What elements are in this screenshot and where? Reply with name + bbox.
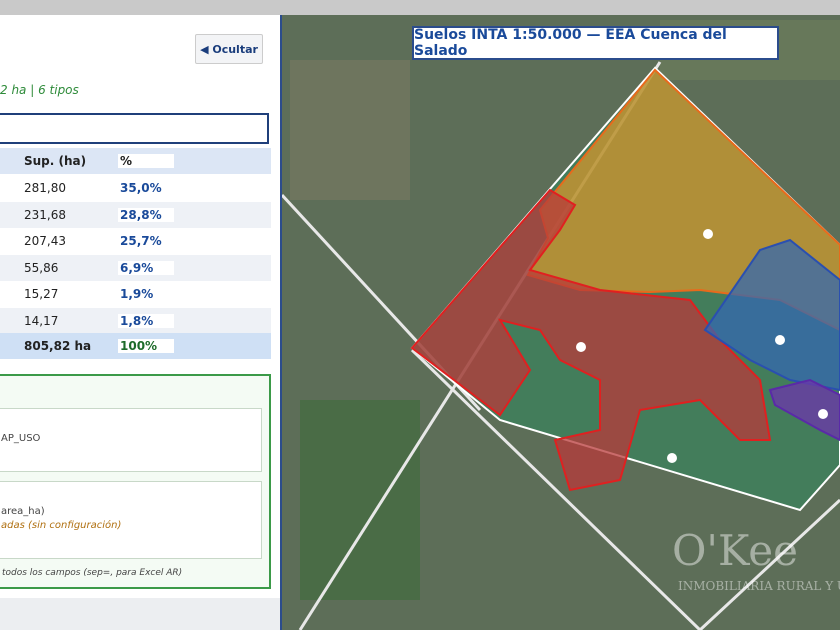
soil-zone[interactable] xyxy=(703,238,840,392)
area-label: area_ha) xyxy=(1,506,45,517)
hide-button[interactable]: ◀ Ocultar xyxy=(195,34,263,64)
table-header: Sup. (ha) % xyxy=(0,148,271,174)
top-strip xyxy=(0,0,840,15)
warning: adas (sin configuración) xyxy=(1,520,122,531)
note: todos los campos (sep=, para Excel AR) xyxy=(2,568,183,578)
map-title: Suelos INTA 1:50.000 — EEA Cuenca del Sa… xyxy=(412,26,779,60)
total-cell: 805,82 ha xyxy=(24,339,92,353)
centroid[interactable] xyxy=(576,342,586,352)
config-box: AP_USO area_ha) adas (sin configuración)… xyxy=(0,374,271,589)
centroid[interactable] xyxy=(818,409,828,419)
table-cell: 1,8% xyxy=(118,313,174,328)
panel-footer xyxy=(0,598,280,630)
table-cell: 55,86 xyxy=(24,260,59,275)
summary: 2 ha | 6 tipos xyxy=(0,83,79,97)
table-cell: 281,80 xyxy=(24,181,66,195)
total-cell: 100% xyxy=(118,339,174,353)
table-row: 14,17 1,8% xyxy=(0,307,271,334)
road xyxy=(410,348,702,630)
table-row: 231,68 28,8% xyxy=(0,201,271,228)
table-row: 207,43 25,7% xyxy=(0,228,271,254)
table-cell: 207,43 xyxy=(24,234,66,248)
field xyxy=(300,400,420,600)
centroid[interactable] xyxy=(703,229,713,239)
centroid[interactable] xyxy=(667,453,677,463)
header-cell: % xyxy=(118,154,174,168)
field xyxy=(290,60,410,200)
field-label: AP_USO xyxy=(1,433,41,444)
table-cell: 25,7% xyxy=(118,234,174,248)
table-cell: 6,9% xyxy=(118,260,174,275)
table-cell: 14,17 xyxy=(24,313,59,328)
config-field: area_ha) adas (sin configuración) xyxy=(0,481,262,559)
table-cell: 28,8% xyxy=(118,207,174,222)
table-cell: 231,68 xyxy=(24,207,66,222)
centroid[interactable] xyxy=(775,335,785,345)
side-panel: ◀ Ocultar 2 ha | 6 tipos Sup. (ha) % 281… xyxy=(0,15,282,630)
watermark-sub: INMOBILIARIA RURAL Y U xyxy=(678,579,840,593)
table-row: 15,27 1,9% xyxy=(0,281,271,307)
watermark: O'Kee xyxy=(672,526,798,575)
total-row: 805,82 ha 100% xyxy=(0,333,271,359)
table-row: 281,80 35,0% xyxy=(0,175,271,201)
header-cell: Sup. (ha) xyxy=(24,154,87,168)
table-cell: 35,0% xyxy=(118,181,174,195)
table-cell: 15,27 xyxy=(24,287,59,301)
config-field: AP_USO xyxy=(0,408,262,472)
road xyxy=(698,498,840,630)
table-cell: 1,9% xyxy=(118,287,174,301)
soil-zone[interactable] xyxy=(410,188,772,492)
table-row: 55,86 6,9% xyxy=(0,254,271,281)
map[interactable]: O'Kee INMOBILIARIA RURAL Y U xyxy=(282,15,840,630)
search-box[interactable] xyxy=(0,113,269,144)
soil-zone[interactable] xyxy=(768,378,840,442)
